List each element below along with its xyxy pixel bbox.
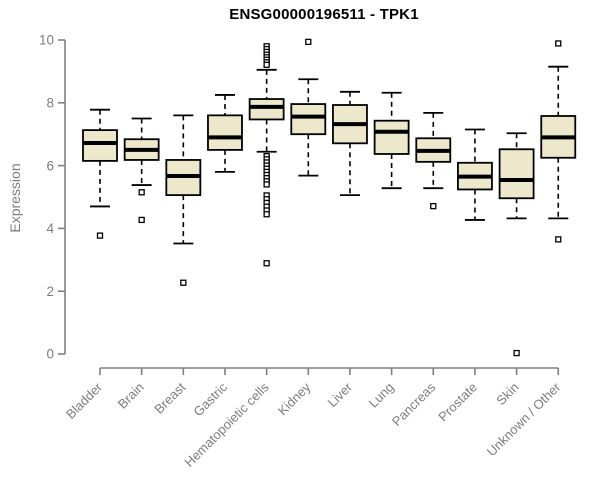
outlier-point [555, 40, 562, 47]
iqr-box [82, 129, 118, 162]
outlier-point [263, 181, 270, 188]
y-tick-label: 2 [46, 284, 54, 299]
iqr-box [498, 148, 535, 200]
outlier-point [430, 202, 437, 210]
x-tick-label-lung: Lung [366, 380, 397, 411]
box-bladder [82, 108, 118, 239]
x-tick-label-liver: Liver [325, 379, 356, 410]
outlier-point [305, 38, 312, 46]
outlier-point [513, 349, 520, 357]
outlier-point [180, 279, 187, 286]
box-brain [123, 117, 160, 224]
y-tick-label: 10 [39, 33, 54, 48]
box-pancreas [415, 111, 452, 210]
outlier-point [263, 61, 270, 68]
x-tick-label-prostate: Prostate [435, 380, 480, 425]
box-lung [373, 91, 410, 190]
outlier-point [263, 211, 270, 218]
box-hematopoietic-cells [248, 43, 285, 267]
y-tick-label: 4 [46, 221, 54, 236]
box-gastric [207, 94, 243, 173]
outlier-point [555, 236, 562, 243]
outlier-point [138, 216, 145, 224]
box-breast [165, 114, 202, 286]
x-tick-label-pancreas: Pancreas [389, 379, 439, 429]
outlier-point [263, 260, 270, 267]
x-tick-label-unknown-other: Unknown / Other [484, 379, 564, 459]
box-kidney [290, 38, 327, 177]
x-tick-label-bladder: Bladder [63, 379, 106, 422]
box-skin [498, 132, 535, 357]
box-prostate [457, 128, 493, 221]
outlier-point [96, 232, 104, 239]
x-tick-label-brain: Brain [115, 380, 147, 412]
outlier-point [138, 189, 145, 196]
y-axis: 0 2 4 6 8 10 [39, 33, 66, 362]
x-tick-label-gastric: Gastric [190, 379, 230, 419]
chart-title: ENSG00000196511 - TPK1 [229, 6, 419, 23]
box-liver [332, 90, 368, 197]
y-tick-label: 6 [46, 158, 54, 173]
iqr-box [290, 103, 327, 136]
x-tick-label-skin: Skin [493, 380, 521, 408]
iqr-box [207, 114, 243, 151]
x-tick-label-kidney: Kidney [275, 379, 314, 418]
iqr-box [248, 98, 285, 121]
iqr-box [373, 119, 410, 155]
y-tick-label: 0 [46, 347, 54, 362]
box-unknown-other [540, 40, 577, 243]
x-tick-label-breast: Breast [151, 379, 188, 416]
y-tick-label: 8 [46, 96, 54, 111]
